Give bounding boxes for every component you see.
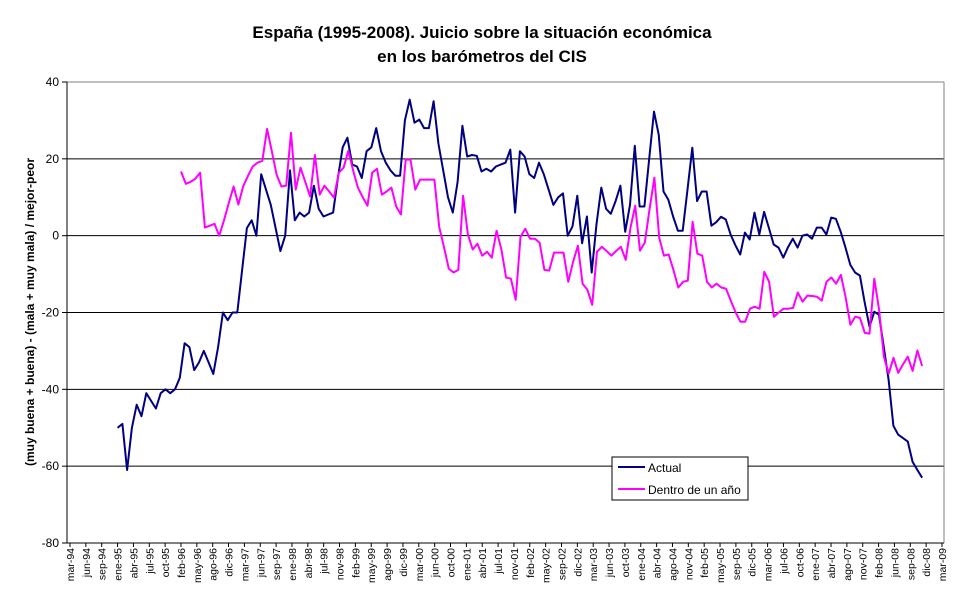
y-axis-label: (muy buena + buena) - (mala + muy mala) … [23,158,37,466]
x-tick-label: dic-08 [921,548,933,577]
gridlines [67,158,944,467]
x-tick-labels: mar-94 jun-94 sep-94 ene-95 abr-95 jul-95 oct-… [65,548,949,583]
x-tick-label: nov-01 [509,548,521,580]
x-tick-label: oct-00 [446,548,458,577]
x-tick-label: may-99 [366,548,378,583]
x-tick-label: abr-01 [477,548,489,579]
x-tick-label: may-96 [192,548,204,583]
x-tick-label: jul-98 [319,548,331,575]
x-tick-label: jun-08 [889,548,901,578]
x-tick-label: oct-06 [794,548,806,577]
x-tick-label: ene-04 [636,548,648,581]
x-tick-label: nov-98 [335,548,347,580]
legend: Actual Dentro de un año [611,456,749,501]
x-tick-label: oct-03 [620,548,632,577]
x-tick-label: feb-99 [350,548,362,578]
x-tick-label: ago-99 [382,548,394,581]
x-tick-label: ene-98 [287,548,299,581]
x-tick-label: sep-08 [905,548,917,580]
x-tick-label: may-05 [715,548,727,583]
x-tick-label: abr-95 [128,548,140,579]
x-tick-label: feb-08 [874,548,886,578]
x-tick-label: mar-09 [937,548,949,581]
y-tick-label: -40 [42,382,60,396]
legend-label-dentro: Dentro de un año [648,483,741,497]
x-tick-label: feb-05 [699,548,711,578]
x-tick-label: ago-07 [842,548,854,581]
x-tick-label: mar-94 [65,548,77,581]
x-tick-label: feb-96 [176,548,188,578]
x-tick-label: ago-04 [667,548,679,581]
x-tick-label: may-02 [541,548,553,583]
x-tick-label: jul-95 [144,548,156,575]
x-tick-label: sep-97 [271,548,283,580]
y-tick-label: 0 [52,229,59,243]
x-tick-label: mar-00 [414,548,426,581]
x-tick-label: mar-06 [763,548,775,581]
legend-box [611,456,749,501]
x-tick-label: oct-95 [160,548,172,577]
x-tick-label: jun-03 [604,548,616,578]
y-tick-label: 40 [46,75,60,89]
x-tick-label: ene-07 [810,548,822,581]
x-tick-label: ago-96 [208,548,220,581]
x-tick-label: sep-02 [556,548,568,580]
x-tick-label: mar-03 [588,548,600,581]
x-tick-label: mar-97 [239,548,251,581]
chart-title-line-1: España (1995-2008). Juicio sobre la situ… [252,23,712,42]
x-tick-label: nov-07 [858,548,870,580]
x-tick-label: dic-05 [747,548,759,577]
x-tick-label: dic-96 [224,548,236,577]
x-tick-label: nov-04 [683,548,695,580]
chart-title-line-2: en los barómetros del CIS [377,47,587,66]
x-tick-label: abr-07 [826,548,838,579]
x-tick-label: jun-97 [255,548,267,578]
x-tick-label: ene-95 [113,548,125,581]
series-line-dentro-de-un-ano [180,127,924,375]
y-tick-label: -20 [42,306,60,320]
x-tick-label: sep-05 [731,548,743,580]
x-tick-label: jun-94 [81,548,93,578]
y-tick-labels: 40 20 0 -20 -40 -60 -80 [42,75,60,550]
x-tick-label: abr-04 [652,548,664,579]
legend-label-actual: Actual [648,461,681,475]
y-tick-label: -80 [42,536,60,550]
x-tick-label: jul-06 [778,548,790,575]
x-tick-label: feb-02 [525,548,537,578]
x-tick-label: dic-02 [572,548,584,577]
y-tick-label: -60 [42,459,60,473]
x-tick-label: ene-01 [461,548,473,581]
y-tick-label: 20 [46,152,60,166]
axes [62,81,945,547]
x-tick-label: abr-98 [303,548,315,579]
x-tick-label: jul-01 [493,548,505,575]
x-tick-label: jun-00 [430,548,442,578]
series-line-actual [116,98,923,479]
series-lines [116,98,924,479]
x-tick-label: dic-99 [398,548,410,577]
x-tick-label: sep-94 [97,548,109,580]
